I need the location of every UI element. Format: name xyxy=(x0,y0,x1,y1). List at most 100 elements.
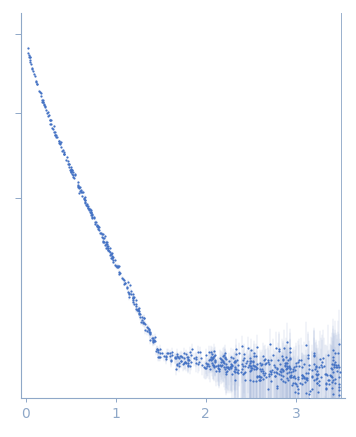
Point xyxy=(293,380,299,387)
Point xyxy=(34,81,40,88)
Point xyxy=(137,310,142,317)
Point xyxy=(116,263,122,270)
Point xyxy=(210,362,216,369)
Point xyxy=(84,202,90,209)
Point xyxy=(319,359,325,366)
Point xyxy=(80,188,86,195)
Point xyxy=(336,340,342,347)
Point xyxy=(288,368,294,375)
Point xyxy=(279,366,284,373)
Point xyxy=(274,365,280,372)
Point xyxy=(156,353,162,360)
Point xyxy=(333,361,339,368)
Point xyxy=(235,370,241,377)
Point xyxy=(325,372,330,379)
Point xyxy=(255,360,260,367)
Point xyxy=(260,353,266,360)
Point xyxy=(81,194,87,201)
Point xyxy=(320,355,325,362)
Point xyxy=(136,307,142,314)
Point xyxy=(298,356,304,363)
Point xyxy=(229,362,234,369)
Point xyxy=(31,68,36,75)
Point xyxy=(321,363,327,370)
Point xyxy=(259,366,265,373)
Point xyxy=(53,131,58,138)
Point xyxy=(225,365,230,372)
Point xyxy=(316,381,321,388)
Point xyxy=(267,340,273,347)
Point xyxy=(157,350,163,357)
Point xyxy=(262,357,267,364)
Point xyxy=(210,362,216,369)
Point xyxy=(70,168,76,175)
Point xyxy=(295,359,301,366)
Point xyxy=(212,357,218,364)
Point xyxy=(236,367,241,374)
Point xyxy=(147,336,153,343)
Point xyxy=(89,213,95,220)
Point xyxy=(330,391,335,398)
Point xyxy=(201,364,206,371)
Point xyxy=(89,212,95,219)
Point xyxy=(242,368,248,375)
Point xyxy=(64,157,69,164)
Point xyxy=(47,117,53,124)
Point xyxy=(196,359,201,366)
Point xyxy=(247,367,252,374)
Point xyxy=(329,379,335,386)
Point xyxy=(225,364,231,371)
Point xyxy=(247,358,253,365)
Point xyxy=(233,345,239,352)
Point xyxy=(304,377,310,384)
Point xyxy=(232,377,237,384)
Point xyxy=(313,370,319,377)
Point xyxy=(280,372,286,379)
Point xyxy=(85,202,91,209)
Point xyxy=(330,353,336,360)
Point xyxy=(107,245,112,252)
Point xyxy=(101,239,107,246)
Point xyxy=(68,163,73,170)
Point xyxy=(44,110,50,117)
Point xyxy=(94,222,99,229)
Point xyxy=(105,245,111,252)
Point xyxy=(185,353,190,360)
Point xyxy=(218,359,224,366)
Point xyxy=(97,230,103,237)
Point xyxy=(177,353,183,360)
Point xyxy=(204,361,210,368)
Point xyxy=(311,377,316,384)
Point xyxy=(299,375,305,382)
Point xyxy=(79,188,84,195)
Point xyxy=(184,354,190,361)
Point xyxy=(173,355,179,362)
Point xyxy=(231,359,237,366)
Point xyxy=(231,367,237,374)
Point xyxy=(144,328,150,335)
Point xyxy=(167,352,173,359)
Point xyxy=(209,360,215,367)
Point xyxy=(142,320,148,327)
Point xyxy=(45,108,51,115)
Point xyxy=(317,355,323,362)
Point xyxy=(287,365,293,372)
Point xyxy=(248,364,254,371)
Point xyxy=(331,364,337,371)
Point xyxy=(83,198,88,205)
Point xyxy=(27,58,33,65)
Point xyxy=(336,384,342,391)
Point xyxy=(248,360,253,367)
Point xyxy=(154,346,160,353)
Point xyxy=(299,380,305,387)
Point xyxy=(267,368,273,375)
Point xyxy=(56,137,62,144)
Point xyxy=(61,150,67,157)
Point xyxy=(302,374,307,381)
Point xyxy=(61,151,67,158)
Point xyxy=(203,364,209,371)
Point xyxy=(293,363,299,370)
Point xyxy=(258,361,263,368)
Point xyxy=(36,87,42,94)
Point xyxy=(292,364,297,371)
